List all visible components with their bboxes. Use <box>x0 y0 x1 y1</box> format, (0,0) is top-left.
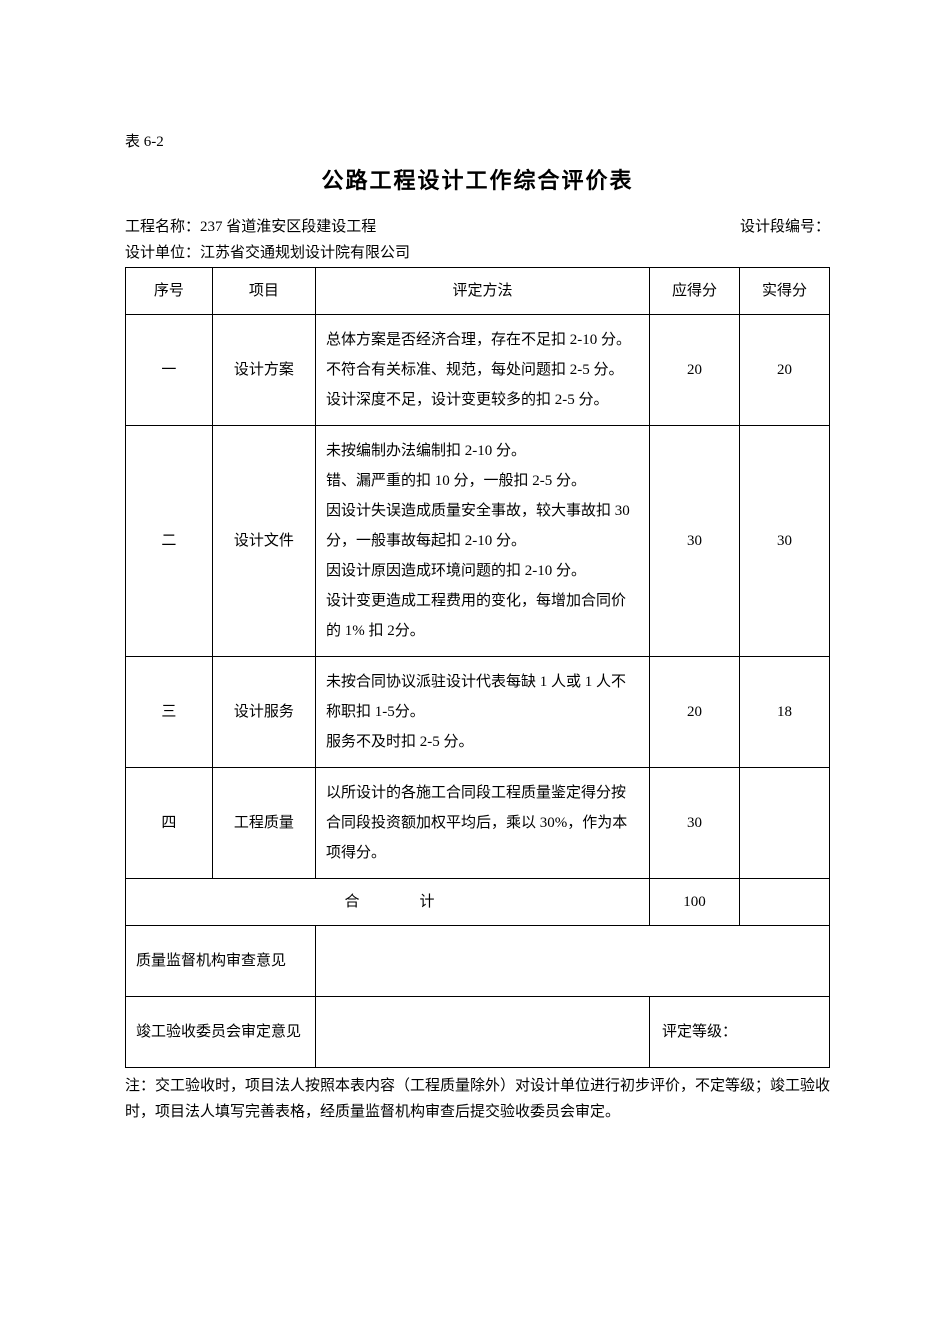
project-value: 237 省道淮安区段建设工程 <box>200 219 376 235</box>
header-actual-score: 实得分 <box>740 268 830 315</box>
supervision-opinion-row: 质量监督机构审查意见 <box>126 926 830 997</box>
committee-label: 竣工验收委员会审定意见 <box>126 997 316 1068</box>
row-seq: 四 <box>126 768 213 879</box>
table-row: 四 工程质量 以所设计的各施工合同段工程质量鉴定得分按合同段投资额加权平均后，乘… <box>126 768 830 879</box>
table-row: 二 设计文件 未按编制办法编制扣 2-10 分。错、漏严重的扣 10 分，一般扣… <box>126 426 830 657</box>
rating-cell: 评定等级： <box>650 997 830 1068</box>
footnote: 注：交工验收时，项目法人按照本表内容（工程质量除外）对设计单位进行初步评价，不定… <box>125 1074 830 1125</box>
unit-label: 设计单位： <box>125 245 200 261</box>
row-max-score: 30 <box>650 768 740 879</box>
project-name: 工程名称：237 省道淮安区段建设工程 <box>125 215 376 239</box>
row-item: 设计文件 <box>212 426 315 657</box>
total-row: 合计 100 <box>126 879 830 926</box>
table-row: 三 设计服务 未按合同协议派驻设计代表每缺 1 人或 1 人不称职扣 1-5分。… <box>126 657 830 768</box>
row-method: 总体方案是否经济合理，存在不足扣 2-10 分。不符合有关标准、规范，每处问题扣… <box>316 315 650 426</box>
row-max-score: 20 <box>650 657 740 768</box>
header-seq: 序号 <box>126 268 213 315</box>
row-actual-score <box>740 768 830 879</box>
row-item: 工程质量 <box>212 768 315 879</box>
table-header-row: 序号 项目 评定方法 应得分 实得分 <box>126 268 830 315</box>
row-item: 设计方案 <box>212 315 315 426</box>
row-item: 设计服务 <box>212 657 315 768</box>
row-max-score: 30 <box>650 426 740 657</box>
total-max-score: 100 <box>650 879 740 926</box>
row-actual-score: 30 <box>740 426 830 657</box>
total-label: 合计 <box>126 879 650 926</box>
project-label: 工程名称： <box>125 219 200 235</box>
supervision-value <box>316 926 830 997</box>
header-item: 项目 <box>212 268 315 315</box>
row-max-score: 20 <box>650 315 740 426</box>
section-number: 设计段编号： <box>740 215 830 239</box>
row-method: 未按编制办法编制扣 2-10 分。错、漏严重的扣 10 分，一般扣 2-5 分。… <box>316 426 650 657</box>
unit-value: 江苏省交通规划设计院有限公司 <box>200 245 410 261</box>
page-title: 公路工程设计工作综合评价表 <box>125 163 830 195</box>
section-label: 设计段编号： <box>740 219 830 235</box>
row-actual-score: 20 <box>740 315 830 426</box>
row-method: 未按合同协议派驻设计代表每缺 1 人或 1 人不称职扣 1-5分。服务不及时扣 … <box>316 657 650 768</box>
rating-label: 评定等级： <box>662 1024 737 1040</box>
row-seq: 二 <box>126 426 213 657</box>
row-method: 以所设计的各施工合同段工程质量鉴定得分按合同段投资额加权平均后，乘以 30%，作… <box>316 768 650 879</box>
row-seq: 一 <box>126 315 213 426</box>
header-method: 评定方法 <box>316 268 650 315</box>
total-actual-score <box>740 879 830 926</box>
supervision-label: 质量监督机构审查意见 <box>126 926 316 997</box>
header-max-score: 应得分 <box>650 268 740 315</box>
table-row: 一 设计方案 总体方案是否经济合理，存在不足扣 2-10 分。不符合有关标准、规… <box>126 315 830 426</box>
design-unit: 设计单位：江苏省交通规划设计院有限公司 <box>125 241 830 265</box>
table-id-label: 表 6-2 <box>125 130 830 151</box>
row-seq: 三 <box>126 657 213 768</box>
committee-opinion-row: 竣工验收委员会审定意见 评定等级： <box>126 997 830 1068</box>
row-actual-score: 18 <box>740 657 830 768</box>
evaluation-table: 序号 项目 评定方法 应得分 实得分 一 设计方案 总体方案是否经济合理，存在不… <box>125 267 830 1068</box>
committee-value <box>316 997 650 1068</box>
